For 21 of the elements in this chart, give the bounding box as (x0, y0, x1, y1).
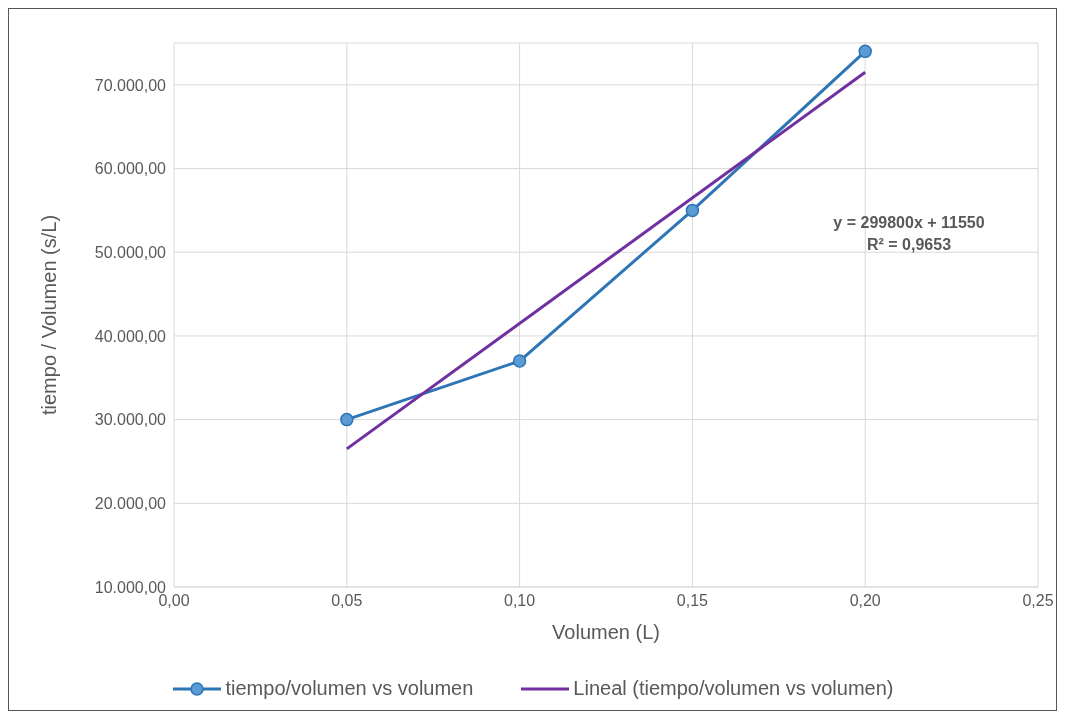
x-tick-label: 0,10 (504, 592, 536, 610)
x-tick-label: 0,15 (676, 592, 709, 610)
x-tick-label: 0,20 (849, 592, 881, 610)
legend-label: tiempo/volumen vs volumen (225, 677, 474, 700)
y-tick-label: 20.000,00 (94, 494, 167, 512)
annotation: R² = 0,9653 (865, 235, 953, 255)
y-tick-label: 30.000,00 (94, 411, 167, 429)
point (340, 412, 354, 427)
point (858, 44, 872, 59)
y-tick-label: 70.000,00 (94, 76, 167, 94)
y-axis-title: tiempo / Volumen (s/L) (38, 214, 61, 415)
annotation: y = 299800x + 11550 (832, 213, 986, 233)
point (512, 354, 527, 368)
x-tick-label: 0,25 (1022, 592, 1054, 610)
x-tick-label: 0,05 (331, 592, 363, 610)
y-tick-label: 50.000,00 (94, 243, 167, 261)
y-tick-label: 40.000,00 (94, 327, 167, 345)
x-axis-title: Volumen (L) (552, 621, 660, 643)
y-tick-label: 60.000,00 (94, 160, 167, 178)
point (685, 203, 700, 218)
legend-label: Lineal (tiempo/volumen vs volumen) (573, 677, 894, 700)
